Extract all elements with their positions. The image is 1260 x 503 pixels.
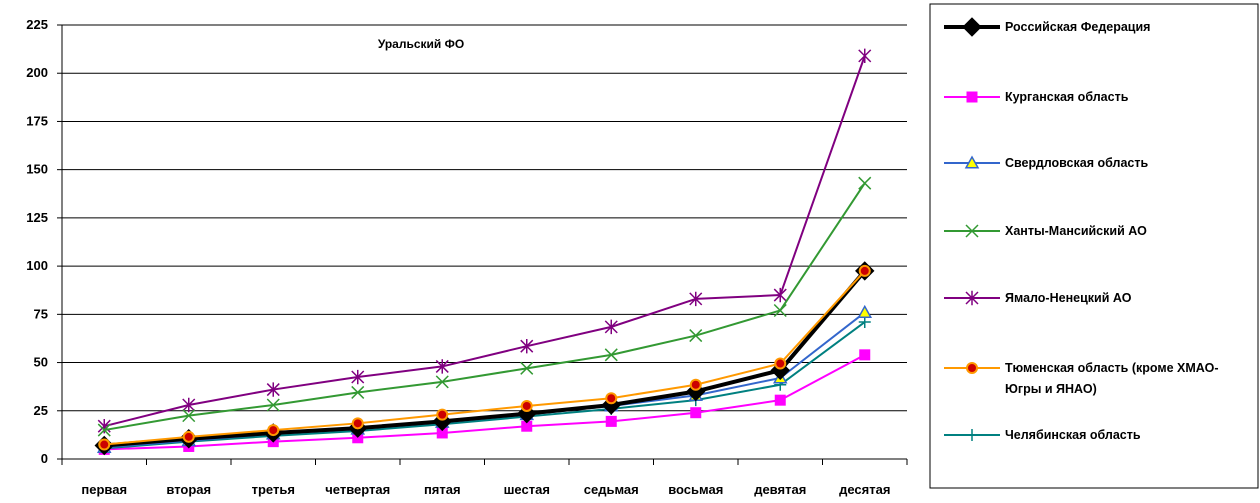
marker-asterisk bbox=[351, 369, 365, 385]
marker-x bbox=[266, 398, 280, 412]
marker-square bbox=[774, 394, 786, 406]
marker-circle bbox=[267, 424, 280, 437]
legend-label-line2: Югры и ЯНАО) bbox=[1005, 382, 1097, 396]
marker-asterisk bbox=[965, 290, 979, 306]
y-tick-label: 175 bbox=[26, 113, 48, 128]
y-tick-label: 100 bbox=[26, 258, 48, 273]
marker-circle bbox=[182, 430, 195, 443]
marker-circle bbox=[98, 438, 111, 451]
marker-circle bbox=[351, 417, 364, 430]
marker-circle bbox=[689, 378, 702, 391]
marker-x bbox=[435, 375, 449, 389]
legend: Российская Федерация Курганская область Св… bbox=[929, 3, 1259, 489]
series-0 bbox=[94, 261, 875, 456]
series-5 bbox=[98, 264, 871, 451]
legend-box bbox=[929, 3, 1259, 489]
gridlines bbox=[62, 24, 907, 412]
axes: 0 25 50 75 100 125 150 175 200 225 первая вторая тре… bbox=[26, 17, 908, 497]
series-line bbox=[104, 270, 866, 446]
legend-item: Свердловская область bbox=[944, 155, 1148, 170]
marker-circle bbox=[858, 264, 871, 277]
legend-item: Тюменская область (кроме ХМАО- Югры и ЯНА… bbox=[944, 361, 1219, 396]
marker-asterisk bbox=[858, 48, 872, 64]
y-tick-label: 0 bbox=[41, 451, 48, 466]
x-tick-label: десятая bbox=[839, 482, 890, 497]
series-3 bbox=[97, 176, 872, 437]
marker-circle bbox=[520, 399, 533, 412]
legend-label: Свердловская область bbox=[1005, 156, 1148, 170]
series-4 bbox=[97, 48, 872, 434]
marker-asterisk bbox=[773, 287, 787, 303]
marker-circle bbox=[774, 357, 787, 370]
x-tick-label: пятая bbox=[424, 482, 461, 497]
legend-item: Курганская область bbox=[944, 90, 1129, 104]
marker-square bbox=[690, 407, 702, 419]
x-tick-label: вторая bbox=[166, 482, 211, 497]
marker-x bbox=[858, 176, 872, 190]
marker-x bbox=[773, 303, 787, 318]
legend-label: Ханты-Мансийский АО bbox=[1005, 224, 1147, 238]
marker-diamond bbox=[962, 17, 982, 37]
marker-asterisk bbox=[182, 397, 196, 413]
marker-asterisk bbox=[689, 291, 703, 307]
marker-square bbox=[966, 91, 978, 103]
marker-square bbox=[859, 349, 871, 361]
y-tick-label: 150 bbox=[26, 162, 48, 177]
marker-triangle bbox=[964, 155, 980, 169]
x-tick-label: третья bbox=[252, 482, 295, 497]
x-tick-label: восьмая bbox=[668, 482, 723, 497]
marker-asterisk bbox=[266, 382, 280, 397]
y-tick-label: 25 bbox=[34, 403, 48, 418]
series-line bbox=[104, 269, 867, 448]
x-tick-label: шестая bbox=[504, 482, 550, 497]
marker-asterisk bbox=[435, 359, 449, 374]
series-lines bbox=[94, 48, 875, 456]
marker-x bbox=[965, 224, 979, 238]
x-tick-label: девятая bbox=[754, 482, 806, 497]
legend-label: Ямало-Ненецкий АО bbox=[1005, 291, 1132, 305]
marker-square bbox=[605, 415, 617, 427]
x-tick-label: седьмая bbox=[584, 482, 639, 497]
series-line bbox=[104, 353, 866, 451]
marker-triangle bbox=[857, 304, 873, 318]
legend-label: Курганская область bbox=[1005, 90, 1129, 104]
marker-asterisk bbox=[604, 319, 618, 335]
legend-item: Ямало-Ненецкий АО bbox=[944, 290, 1132, 306]
marker-x bbox=[689, 329, 703, 343]
marker-x bbox=[604, 348, 618, 362]
y-tick-label: 50 bbox=[34, 355, 48, 370]
marker-plus bbox=[966, 429, 978, 441]
marker-circle bbox=[605, 392, 618, 405]
series-6 bbox=[98, 316, 871, 455]
marker-x bbox=[97, 423, 111, 437]
y-tick-label: 125 bbox=[26, 210, 48, 225]
legend-item: Российская Федерация bbox=[944, 17, 1150, 37]
chart-title: Уральский ФО bbox=[378, 37, 464, 51]
series-line bbox=[104, 55, 866, 428]
marker-circle bbox=[436, 408, 449, 421]
marker-x bbox=[520, 361, 534, 375]
marker-circle bbox=[966, 362, 978, 374]
series-line bbox=[104, 311, 866, 449]
legend-item: Челябинская область bbox=[944, 428, 1141, 442]
marker-x bbox=[351, 385, 365, 399]
series-line bbox=[104, 182, 866, 432]
y-tick-label: 200 bbox=[26, 65, 48, 80]
legend-label: Челябинская область bbox=[1005, 428, 1141, 442]
legend-label: Российская Федерация bbox=[1005, 20, 1150, 34]
y-tick-label: 75 bbox=[34, 306, 48, 321]
series-line bbox=[104, 321, 866, 450]
legend-label: Тюменская область (кроме ХМАО- bbox=[1005, 361, 1219, 375]
x-tick-label: первая bbox=[81, 482, 127, 497]
marker-x bbox=[182, 409, 196, 423]
legend-item: Ханты-Мансийский АО bbox=[944, 224, 1147, 238]
marker-plus bbox=[858, 316, 871, 329]
y-tick-label: 225 bbox=[26, 17, 48, 32]
x-tick-label: четвертая bbox=[325, 482, 390, 497]
marker-asterisk bbox=[520, 338, 534, 354]
